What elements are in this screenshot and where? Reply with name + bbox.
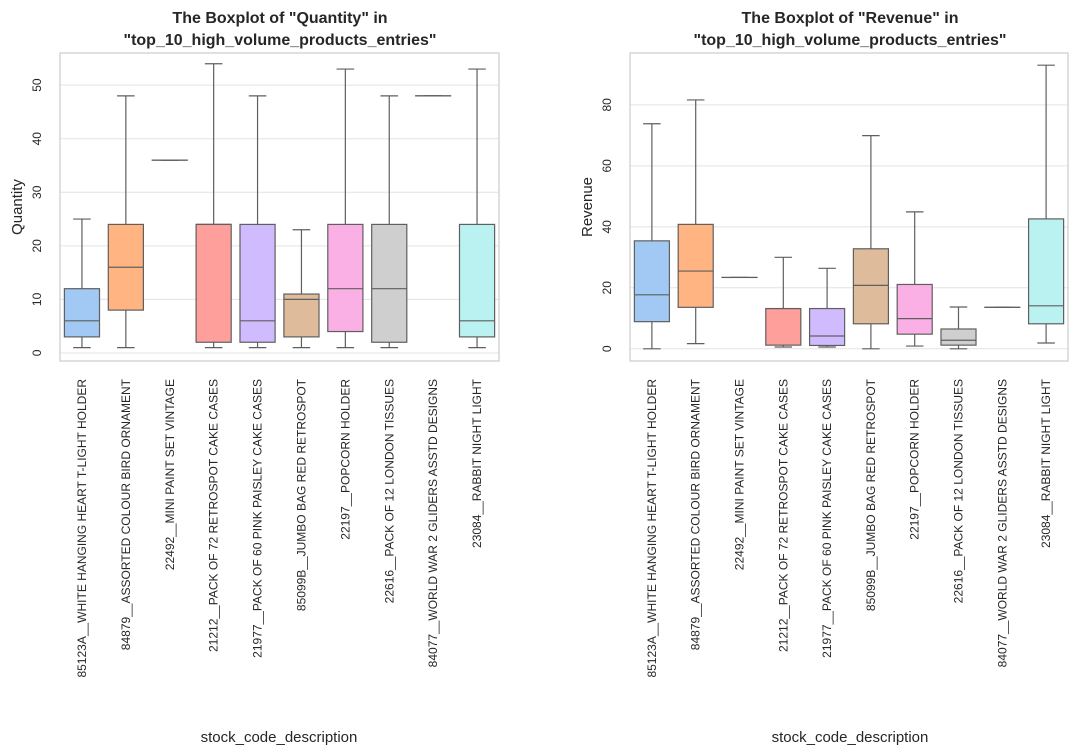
quantity-y-tick-label: 50 (30, 78, 44, 92)
iqr-box (852, 248, 890, 325)
revenue-title-line2: "top_10_high_volume_products_entries" (693, 32, 1006, 49)
revenue-y-tick-label: 40 (600, 220, 614, 234)
iqr-box (371, 223, 408, 343)
revenue-x-tick-label: 84077__WORLD WAR 2 GLIDERS ASSTD DESIGNS (995, 379, 1009, 667)
iqr-box (1027, 218, 1065, 325)
quantity-x-tick-label: 84879__ASSORTED COLOUR BIRD ORNAMENT (119, 378, 133, 650)
iqr-box (896, 283, 933, 335)
quantity-box-6 (283, 229, 320, 349)
revenue-y-tick-label: 20 (600, 281, 614, 295)
quantity-axes-frame (59, 52, 500, 362)
quantity-y-axis-label: Quantity (9, 179, 26, 235)
revenue-x-axis-label: stock_code_description (772, 729, 929, 746)
revenue-x-tick-label: 21977__PACK OF 60 PINK PAISLEY CAKE CASE… (820, 379, 834, 658)
revenue-box-10 (1027, 64, 1065, 344)
iqr-box (677, 223, 714, 308)
iqr-box (327, 223, 364, 333)
quantity-y-tick-label: 40 (30, 132, 44, 146)
iqr-box (239, 223, 276, 343)
revenue-box-5 (808, 267, 846, 348)
revenue-x-tick-label: 21212__PACK OF 72 RETROSPOT CAKE CASES (776, 379, 790, 652)
quantity-x-tick-label: 85123A__WHITE HANGING HEART T-LIGHT HOLD… (75, 379, 89, 678)
quantity-box-4 (195, 63, 232, 349)
revenue-box-8 (940, 306, 977, 350)
revenue-box-2 (677, 99, 714, 345)
revenue-y-tick-label: 60 (600, 159, 614, 173)
iqr-box (633, 240, 671, 323)
revenue-axes-frame (629, 52, 1069, 362)
revenue-box-6 (852, 135, 890, 350)
iqr-box (63, 288, 101, 338)
revenue-boxplot-panel: The Boxplot of "Revenue" in "top_10_high… (579, 10, 1069, 746)
revenue-title-line1: The Boxplot of "Revenue" in (742, 10, 959, 27)
quantity-box-7 (327, 68, 364, 349)
quantity-x-tick-label: 22197__POPCORN HOLDER (338, 379, 352, 540)
revenue-x-tick-label: 22492__MINI PAINT SET VINTAGE (733, 379, 747, 570)
quantity-box-10 (458, 68, 496, 349)
revenue-box-4 (765, 256, 802, 348)
quantity-x-tick-label: 22616__PACK OF 12 LONDON TISSUES (382, 379, 396, 603)
quantity-x-tick-label: 23084__RABBIT NIGHT LIGHT (470, 378, 484, 548)
revenue-box-1 (633, 123, 671, 350)
revenue-x-tick-label: 22197__POPCORN HOLDER (908, 379, 922, 540)
iqr-box (283, 293, 320, 338)
iqr-box (808, 307, 846, 347)
quantity-title-line1: The Boxplot of "Quantity" in (172, 10, 387, 27)
quantity-x-tick-label: 21212__PACK OF 72 RETROSPOT CAKE CASES (207, 379, 221, 652)
quantity-title-line2: "top_10_high_volume_products_entries" (123, 32, 436, 49)
quantity-y-tick-label: 0 (30, 349, 44, 356)
revenue-y-tick-label: 0 (600, 345, 614, 352)
quantity-y-tick-label: 10 (30, 292, 44, 306)
iqr-box (195, 223, 232, 343)
revenue-x-tick-label: 22616__PACK OF 12 LONDON TISSUES (952, 379, 966, 603)
quantity-box-5 (239, 95, 276, 349)
quantity-x-axis-label: stock_code_description (201, 729, 358, 746)
quantity-y-tick-label: 30 (30, 185, 44, 199)
revenue-y-tick-label: 80 (600, 98, 614, 112)
iqr-box (765, 307, 802, 346)
revenue-x-tick-label: 84879__ASSORTED COLOUR BIRD ORNAMENT (689, 378, 703, 650)
revenue-box-7 (896, 211, 933, 347)
iqr-box (940, 328, 977, 346)
quantity-box-8 (371, 95, 408, 349)
revenue-y-axis-label: Revenue (579, 177, 596, 237)
iqr-box (458, 223, 496, 338)
quantity-boxplot-panel: The Boxplot of "Quantity" in "top_10_hig… (9, 10, 500, 746)
quantity-x-tick-label: 85099B__JUMBO BAG RED RETROSPOT (294, 378, 308, 611)
revenue-x-tick-label: 85099B__JUMBO BAG RED RETROSPOT (864, 378, 878, 611)
quantity-x-tick-label: 21977__PACK OF 60 PINK PAISLEY CAKE CASE… (251, 379, 265, 658)
quantity-y-tick-label: 20 (30, 239, 44, 253)
revenue-x-tick-label: 23084__RABBIT NIGHT LIGHT (1039, 378, 1053, 548)
quantity-x-tick-label: 22492__MINI PAINT SET VINTAGE (163, 379, 177, 570)
revenue-x-tick-label: 85123A__WHITE HANGING HEART T-LIGHT HOLD… (645, 379, 659, 678)
quantity-box-2 (107, 95, 145, 349)
quantity-x-tick-label: 84077__WORLD WAR 2 GLIDERS ASSTD DESIGNS (426, 379, 440, 667)
quantity-box-1 (63, 218, 101, 349)
